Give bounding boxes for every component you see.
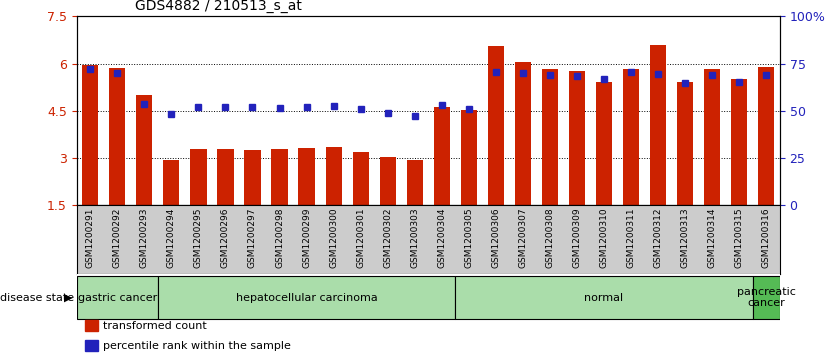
Text: GSM1200311: GSM1200311	[626, 207, 636, 268]
Bar	[109, 68, 125, 205]
Text: GSM1200298: GSM1200298	[275, 207, 284, 268]
Text: GSM1200291: GSM1200291	[86, 207, 95, 268]
Text: GSM1200309: GSM1200309	[572, 207, 581, 268]
Text: GSM1200312: GSM1200312	[654, 207, 662, 268]
Bar	[163, 160, 179, 205]
Bar	[244, 150, 260, 205]
Bar	[677, 82, 693, 205]
Bar	[407, 160, 423, 205]
Bar	[731, 79, 747, 205]
Bar	[434, 107, 450, 205]
Text: normal: normal	[585, 293, 624, 303]
Bar	[460, 110, 477, 205]
Bar	[515, 62, 531, 205]
Text: GSM1200293: GSM1200293	[140, 207, 148, 268]
Text: GSM1200308: GSM1200308	[545, 207, 555, 268]
Text: GSM1200315: GSM1200315	[735, 207, 744, 268]
Text: GSM1200314: GSM1200314	[708, 207, 716, 268]
Text: GSM1200301: GSM1200301	[356, 207, 365, 268]
Text: GSM1200306: GSM1200306	[491, 207, 500, 268]
Text: GSM1200307: GSM1200307	[519, 207, 527, 268]
Bar	[353, 152, 369, 205]
Text: GSM1200299: GSM1200299	[302, 207, 311, 268]
Text: GSM1200304: GSM1200304	[437, 207, 446, 268]
Bar	[596, 82, 612, 205]
Bar	[299, 148, 314, 205]
Bar	[488, 46, 504, 205]
Bar	[190, 149, 207, 205]
Bar	[758, 67, 775, 205]
Bar	[82, 65, 98, 205]
Bar	[704, 69, 721, 205]
Text: GSM1200313: GSM1200313	[681, 207, 690, 268]
Text: transformed count: transformed count	[103, 321, 207, 331]
Bar	[379, 157, 396, 205]
Text: pancreatic
cancer: pancreatic cancer	[736, 287, 796, 309]
Text: GSM1200305: GSM1200305	[465, 207, 474, 268]
Text: GSM1200295: GSM1200295	[194, 207, 203, 268]
Text: GDS4882 / 210513_s_at: GDS4882 / 210513_s_at	[135, 0, 302, 13]
FancyBboxPatch shape	[158, 276, 455, 319]
FancyBboxPatch shape	[455, 276, 753, 319]
Text: gastric cancer: gastric cancer	[78, 293, 157, 303]
Text: GSM1200310: GSM1200310	[600, 207, 609, 268]
Bar	[569, 72, 585, 205]
Text: disease state: disease state	[0, 293, 74, 303]
Text: GSM1200303: GSM1200303	[410, 207, 420, 268]
Text: percentile rank within the sample: percentile rank within the sample	[103, 340, 291, 351]
Bar	[650, 45, 666, 205]
Bar	[271, 149, 288, 205]
FancyBboxPatch shape	[77, 276, 158, 319]
Text: GSM1200296: GSM1200296	[221, 207, 230, 268]
Text: GSM1200297: GSM1200297	[248, 207, 257, 268]
Text: hepatocellular carcinoma: hepatocellular carcinoma	[236, 293, 378, 303]
Text: GSM1200300: GSM1200300	[329, 207, 338, 268]
Bar	[136, 95, 153, 205]
Text: GSM1200316: GSM1200316	[761, 207, 771, 268]
Text: GSM1200302: GSM1200302	[383, 207, 392, 268]
Bar	[325, 147, 342, 205]
Bar	[623, 69, 639, 205]
Text: GSM1200292: GSM1200292	[113, 207, 122, 268]
FancyBboxPatch shape	[753, 276, 780, 319]
Bar	[218, 149, 234, 205]
Bar	[542, 69, 558, 205]
Text: GSM1200294: GSM1200294	[167, 207, 176, 268]
Text: ▶: ▶	[64, 293, 73, 303]
